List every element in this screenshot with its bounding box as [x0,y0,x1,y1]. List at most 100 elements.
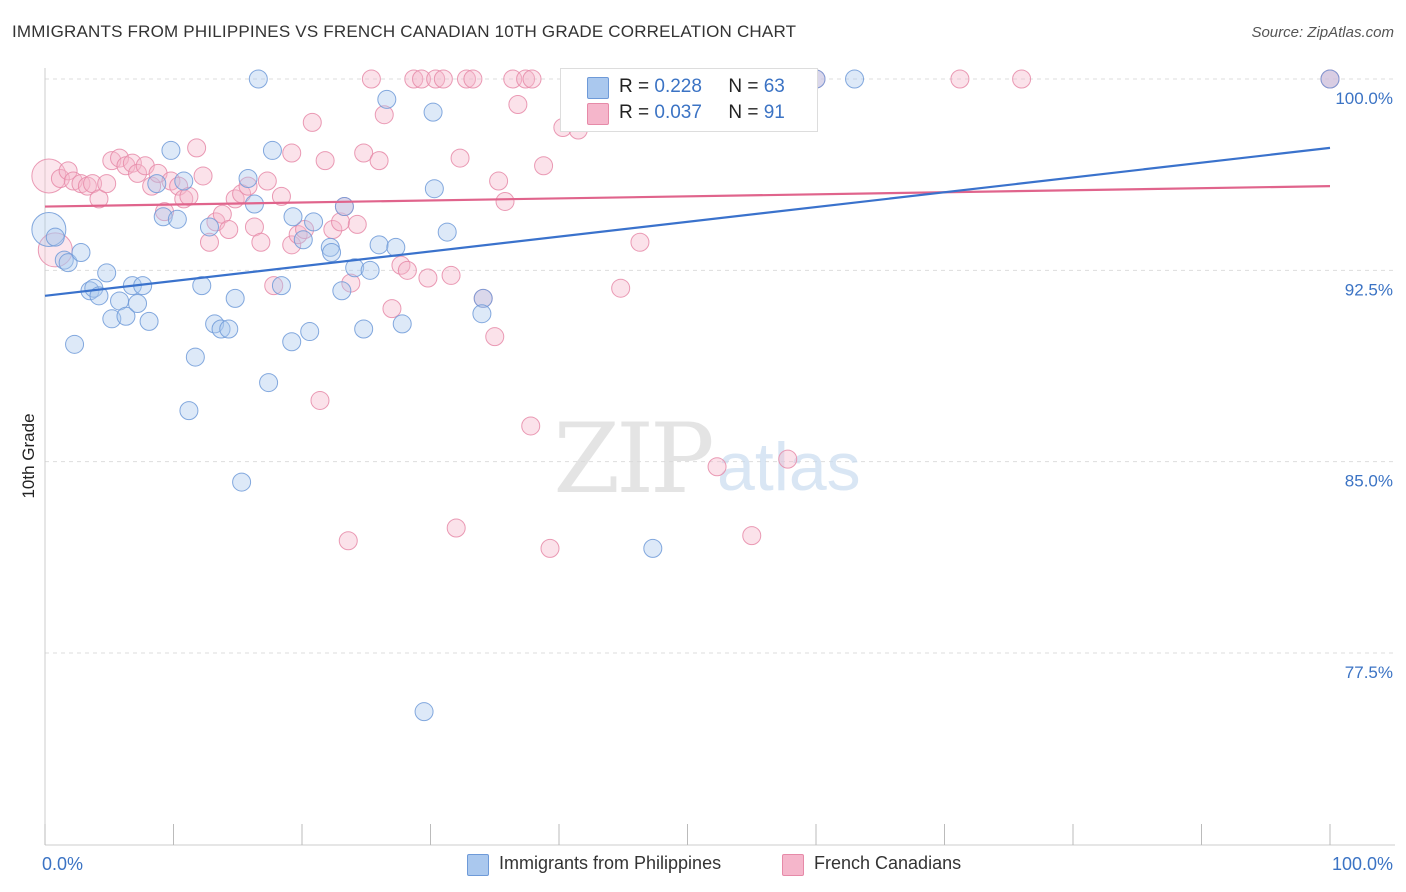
philippines-point [423,102,443,122]
french-canadians-point [89,189,109,209]
philippines-point [116,306,136,326]
french-canadians-point [742,526,762,546]
philippines-point [102,309,122,329]
gridlines [45,78,1395,654]
watermark: ZIP atlas [553,403,860,515]
source-label: Source: ZipAtlas.com [1251,24,1394,41]
french-canadians-point [219,220,239,240]
french-canadians-point [187,138,207,158]
philippines-points [31,69,1340,722]
french-canadians-point [426,69,446,89]
french-canadians-point [354,143,374,163]
x-tick-label-max: 100.0% [1332,854,1393,874]
philippines-point [472,304,492,324]
french-canadians-point [199,232,219,252]
french-canadians-point [374,105,394,125]
philippines-point [71,242,91,262]
french-canadians-point [142,176,162,196]
watermark-zip: ZIP [553,403,712,515]
french-canadians-point [382,299,402,319]
philippines-point [392,314,412,334]
french-canadians-point [77,176,97,196]
philippines-point [205,314,225,334]
french-canadians-point [707,457,727,477]
french-canadians-point [264,276,284,296]
y-tick-label: 85.0% [1345,472,1393,491]
x-tick-label-min: 0.0% [42,854,83,874]
philippines-point [414,702,434,722]
french-canadians-point [412,69,432,89]
philippines-point [153,207,173,227]
french-canadians-point [238,176,258,196]
philippines-point [139,311,159,331]
french-canadians-point [271,186,291,206]
philippines-point [248,69,268,89]
philippines-point [262,140,282,160]
french-canadians-point [338,531,358,551]
y-tick-label: 92.5% [1345,280,1393,299]
philippines-point [31,212,67,248]
french-canadians-point [282,235,302,255]
french-canadians-point [397,260,417,280]
legend-r-label: R = [619,76,650,97]
french-canadians-point [288,225,308,245]
french-canadians-point [97,174,117,194]
philippines-point [304,212,324,232]
french-canadians-point [778,449,798,469]
french-canadians-point [193,166,213,186]
french-canadians-point [361,69,381,89]
french-canadians-point [302,112,322,132]
philippines-point [97,263,117,283]
french-canadians-point [950,69,970,89]
french-canadians-point [257,171,277,191]
french-canadians-point [540,538,560,558]
french-canadians-point [251,232,271,252]
legend-r-value-french-canadians: 0.037 [654,102,702,123]
french-canadians-point [315,151,335,171]
philippines-point [437,222,457,242]
y-tick-label: 77.5% [1345,663,1393,682]
philippines-point [345,258,365,278]
philippines-point [199,217,219,237]
philippines-point [424,179,444,199]
french-canadians-point [450,148,470,168]
legend-row-philippines: R = 0.228 N = 63 [619,75,785,99]
philippines-point [259,373,279,393]
legend-n-label: N = [728,76,759,97]
french-canadians-point [169,176,189,196]
chart-title: IMMIGRANTS FROM PHILIPPINES VS FRENCH CA… [12,22,797,41]
french-canadians-point [418,268,438,288]
french-canadians-point [485,327,505,347]
legend-r-value-philippines: 0.228 [654,76,702,97]
philippines-point [232,472,252,492]
philippines-point [377,89,397,109]
philippines-point [283,207,303,227]
french-canadians-point [463,69,483,89]
philippines-point [354,319,374,339]
philippines-point [369,235,389,255]
legend-n-value-french-canadians: 91 [763,102,785,123]
french-canadians-point [63,171,83,191]
french-canadians-point [282,143,302,163]
philippines-point [179,401,199,421]
philippines-point [185,347,205,367]
philippines-point [89,286,109,306]
watermark-atlas: atlas [717,429,861,505]
bottom-legend-swatch-philippines [467,854,489,876]
tick-labels: 77.5% 85.0% 92.5% 100.0% 0.0% 100.0% [42,89,1393,874]
philippines-point [1320,69,1340,89]
philippines-point [643,538,663,558]
philippines-point [293,230,313,250]
french-canadians-point [391,255,411,275]
philippines-point [167,209,187,229]
legend-n-label: N = [728,102,759,123]
philippines-trend-line [44,146,1331,297]
philippines-point [322,242,342,262]
french-canadians-point [508,95,528,115]
philippines-point [238,168,258,188]
philippines-point [65,334,85,354]
philippines-point [147,174,167,194]
philippines-point [360,260,380,280]
bottom-legend-philippines: Immigrants from Philippines [499,853,722,873]
philippines-point [128,293,148,313]
